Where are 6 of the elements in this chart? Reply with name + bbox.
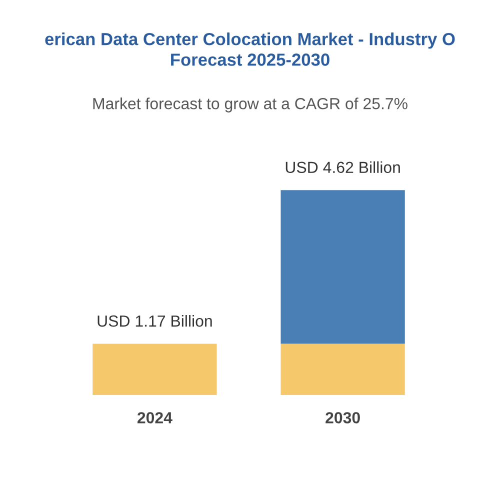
chart-title: erican Data Center Colocation Market - Industry O Forecast 2025-2030: [45, 32, 455, 66]
total-label: USD 1.17 Billion: [98, 314, 212, 327]
chart-subtitle: Market forecast to grow at a CAGR of 25.7%: [93, 98, 408, 112]
x-tick-label: 2030: [326, 412, 360, 424]
x-tick-label: 2024: [137, 412, 172, 424]
total-label: USD 4.62 Billion: [286, 161, 400, 174]
